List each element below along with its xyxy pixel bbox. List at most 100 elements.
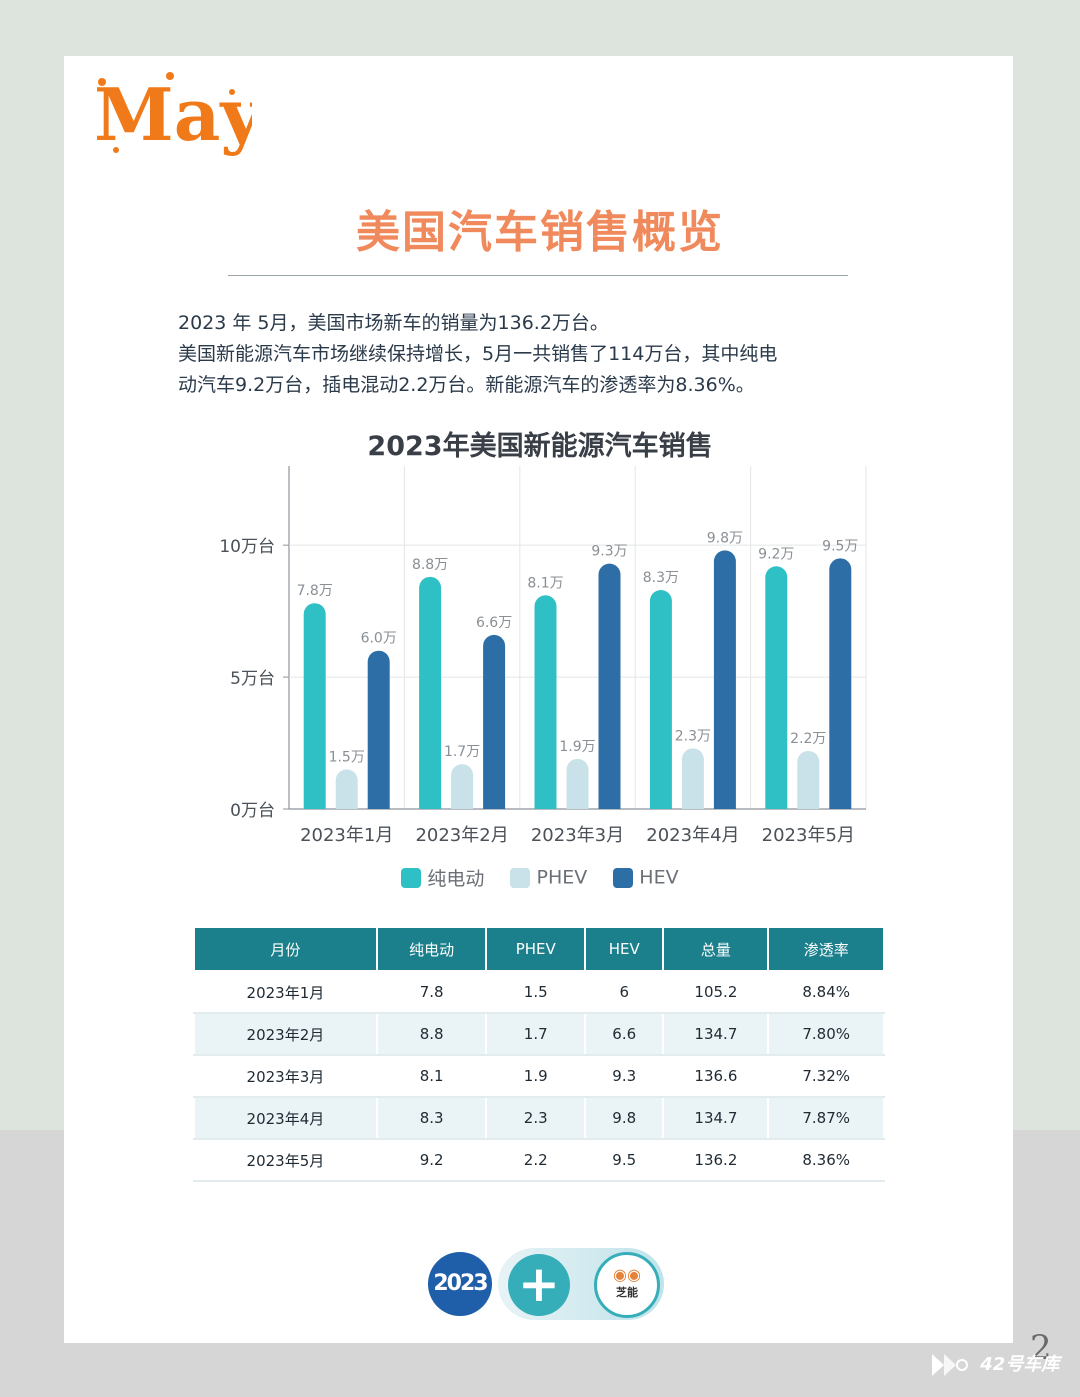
table-cell: 2.3 [485, 1096, 587, 1140]
table-row: 2023年4月 8.3 2.3 9.8 134.7 7.87% [193, 1096, 885, 1140]
bar-phev [335, 769, 358, 809]
data-label: 2.3万 [675, 728, 711, 744]
table-cell: 2.2 [485, 1138, 587, 1182]
intro-text: 2023 年 5月，美国市场新车的销量为136.2万台。 美国新能源汽车市场继续… [178, 308, 858, 401]
table-header-cell: 总量 [662, 926, 770, 972]
page-number: 2 [1030, 1328, 1052, 1368]
plus-icon: + [508, 1254, 570, 1316]
table-row: 2023年5月 9.2 2.2 9.5 136.2 8.36% [193, 1138, 885, 1182]
table-row: 2023年1月 7.8 1.5 6 105.2 8.84% [193, 970, 885, 1014]
table-cell: 136.6 [662, 1054, 770, 1098]
table-header-cell: PHEV [485, 926, 587, 972]
intro-line: 2023 年 5月，美国市场新车的销量为136.2万台。 [178, 312, 609, 334]
bar-hev [483, 634, 506, 809]
legend-swatch [510, 867, 531, 888]
table-header-cell: HEV [584, 926, 665, 972]
legend-label: PHEV [536, 866, 588, 889]
table-cell: 8.3 [375, 1096, 488, 1140]
table-cell: 7.8 [375, 970, 488, 1014]
table-header-cell: 月份 [193, 926, 378, 972]
legend-swatch [401, 867, 422, 888]
table-header-row: 月份 纯电动 PHEV HEV 总量 渗透率 [193, 926, 885, 972]
chart-title: 2023年美国新能源汽车销售 [367, 431, 713, 462]
data-label: 9.3万 [591, 544, 627, 560]
data-label: 9.8万 [707, 530, 743, 546]
table-cell: 8.8 [375, 1012, 488, 1056]
table-cell: 134.7 [662, 1012, 770, 1056]
table-cell: 105.2 [662, 970, 770, 1014]
x-tick-label: 2023年1月 [300, 825, 393, 846]
legend-item-bev: 纯电动 [401, 864, 484, 891]
table-cell: 7.32% [767, 1054, 885, 1098]
may-logo-text: May [94, 72, 252, 157]
y-tick-label: 5万台 [230, 669, 275, 689]
bar-hev [367, 650, 390, 809]
table-cell: 6.6 [584, 1012, 665, 1056]
table-cell: 2023年3月 [193, 1054, 378, 1098]
data-label: 6.0万 [361, 631, 397, 647]
table-cell: 9.3 [584, 1054, 665, 1098]
data-label: 1.7万 [444, 744, 480, 760]
table-cell: 8.1 [375, 1054, 488, 1098]
chart-legend: 纯电动 PHEV HEV [0, 864, 1080, 891]
data-label: 9.5万 [822, 538, 858, 554]
table-row: 2023年3月 8.1 1.9 9.3 136.6 7.32% [193, 1054, 885, 1098]
table-cell: 2023年1月 [193, 970, 378, 1014]
x-tick-label: 2023年4月 [646, 825, 739, 846]
table-cell: 7.80% [767, 1012, 885, 1056]
intro-line: 美国新能源汽车市场继续保持增长，5月一共销售了114万台，其中纯电 [178, 343, 778, 365]
data-label: 9.2万 [758, 546, 794, 562]
year-badge: 2023 [428, 1252, 492, 1316]
brand-badge-text: 芝能 [616, 1286, 638, 1299]
data-label: 6.6万 [476, 615, 512, 631]
brand-badge: ◉◉ 芝能 [594, 1252, 660, 1318]
x-tick-label: 2023年2月 [415, 825, 508, 846]
data-label: 8.1万 [527, 575, 563, 591]
bar-phev [797, 750, 820, 809]
bar-phev [566, 758, 589, 809]
table-row: 2023年2月 8.8 1.7 6.6 134.7 7.80% [193, 1012, 885, 1056]
legend-item-hev: HEV [613, 866, 679, 889]
table-header-cell: 纯电动 [375, 926, 488, 972]
data-label: 2.2万 [790, 731, 826, 747]
table-cell: 136.2 [662, 1138, 770, 1182]
bar-bev [765, 566, 788, 809]
table-cell: 2023年5月 [193, 1138, 378, 1182]
x-tick-label: 2023年3月 [531, 825, 624, 846]
watermark-logo-icon [932, 1354, 968, 1376]
table-cell: 2023年2月 [193, 1012, 378, 1056]
legend-label: HEV [639, 866, 679, 889]
bar-bev [534, 595, 557, 809]
bar-bev [419, 576, 442, 809]
legend-item-phev: PHEV [510, 866, 587, 889]
page-title: 美国汽车销售概览 [356, 207, 724, 258]
bar-hev [829, 558, 852, 809]
watermark-text: 42号车库 [980, 1354, 1060, 1375]
bar-phev [681, 748, 704, 809]
table-header-cell: 渗透率 [767, 926, 885, 972]
watermark: 42号车库 [930, 1350, 1059, 1380]
sales-table: 月份 纯电动 PHEV HEV 总量 渗透率 2023年1月 7.8 1.5 6… [193, 926, 885, 1182]
data-label: 1.5万 [329, 749, 365, 765]
table-cell: 9.2 [375, 1138, 488, 1182]
table-cell: 134.7 [662, 1096, 770, 1140]
table-cell: 1.7 [485, 1012, 587, 1056]
bar-phev [451, 764, 474, 809]
bar-bev [649, 590, 672, 809]
table-cell: 2023年4月 [193, 1096, 378, 1140]
legend-label: 纯电动 [427, 868, 485, 890]
y-tick-label: 0万台 [230, 801, 275, 821]
bar-chart: 0万台 5万台 10万台 7.8万 1.5万 6.0万 2023年1月 8.8万 1.7万 6.6… [219, 466, 867, 846]
data-label: 1.9万 [559, 739, 595, 755]
data-label: 8.3万 [643, 570, 679, 586]
table-cell: 8.36% [767, 1138, 885, 1182]
table-cell: 6 [584, 970, 665, 1014]
title-divider [228, 275, 848, 276]
table-cell: 1.5 [485, 970, 587, 1014]
chart-container: 2023年美国新能源汽车销售 0万台 5万台 10万台 7.8万 1.5万 6.0万 202… [0, 410, 1080, 910]
x-tick-label: 2023年5月 [762, 825, 855, 846]
y-tick-label: 10万台 [219, 537, 275, 557]
footer-badges: 2023 + ◉◉ 芝能 [428, 1246, 668, 1324]
table-cell: 8.84% [767, 970, 885, 1014]
table-cell: 9.5 [584, 1138, 665, 1182]
